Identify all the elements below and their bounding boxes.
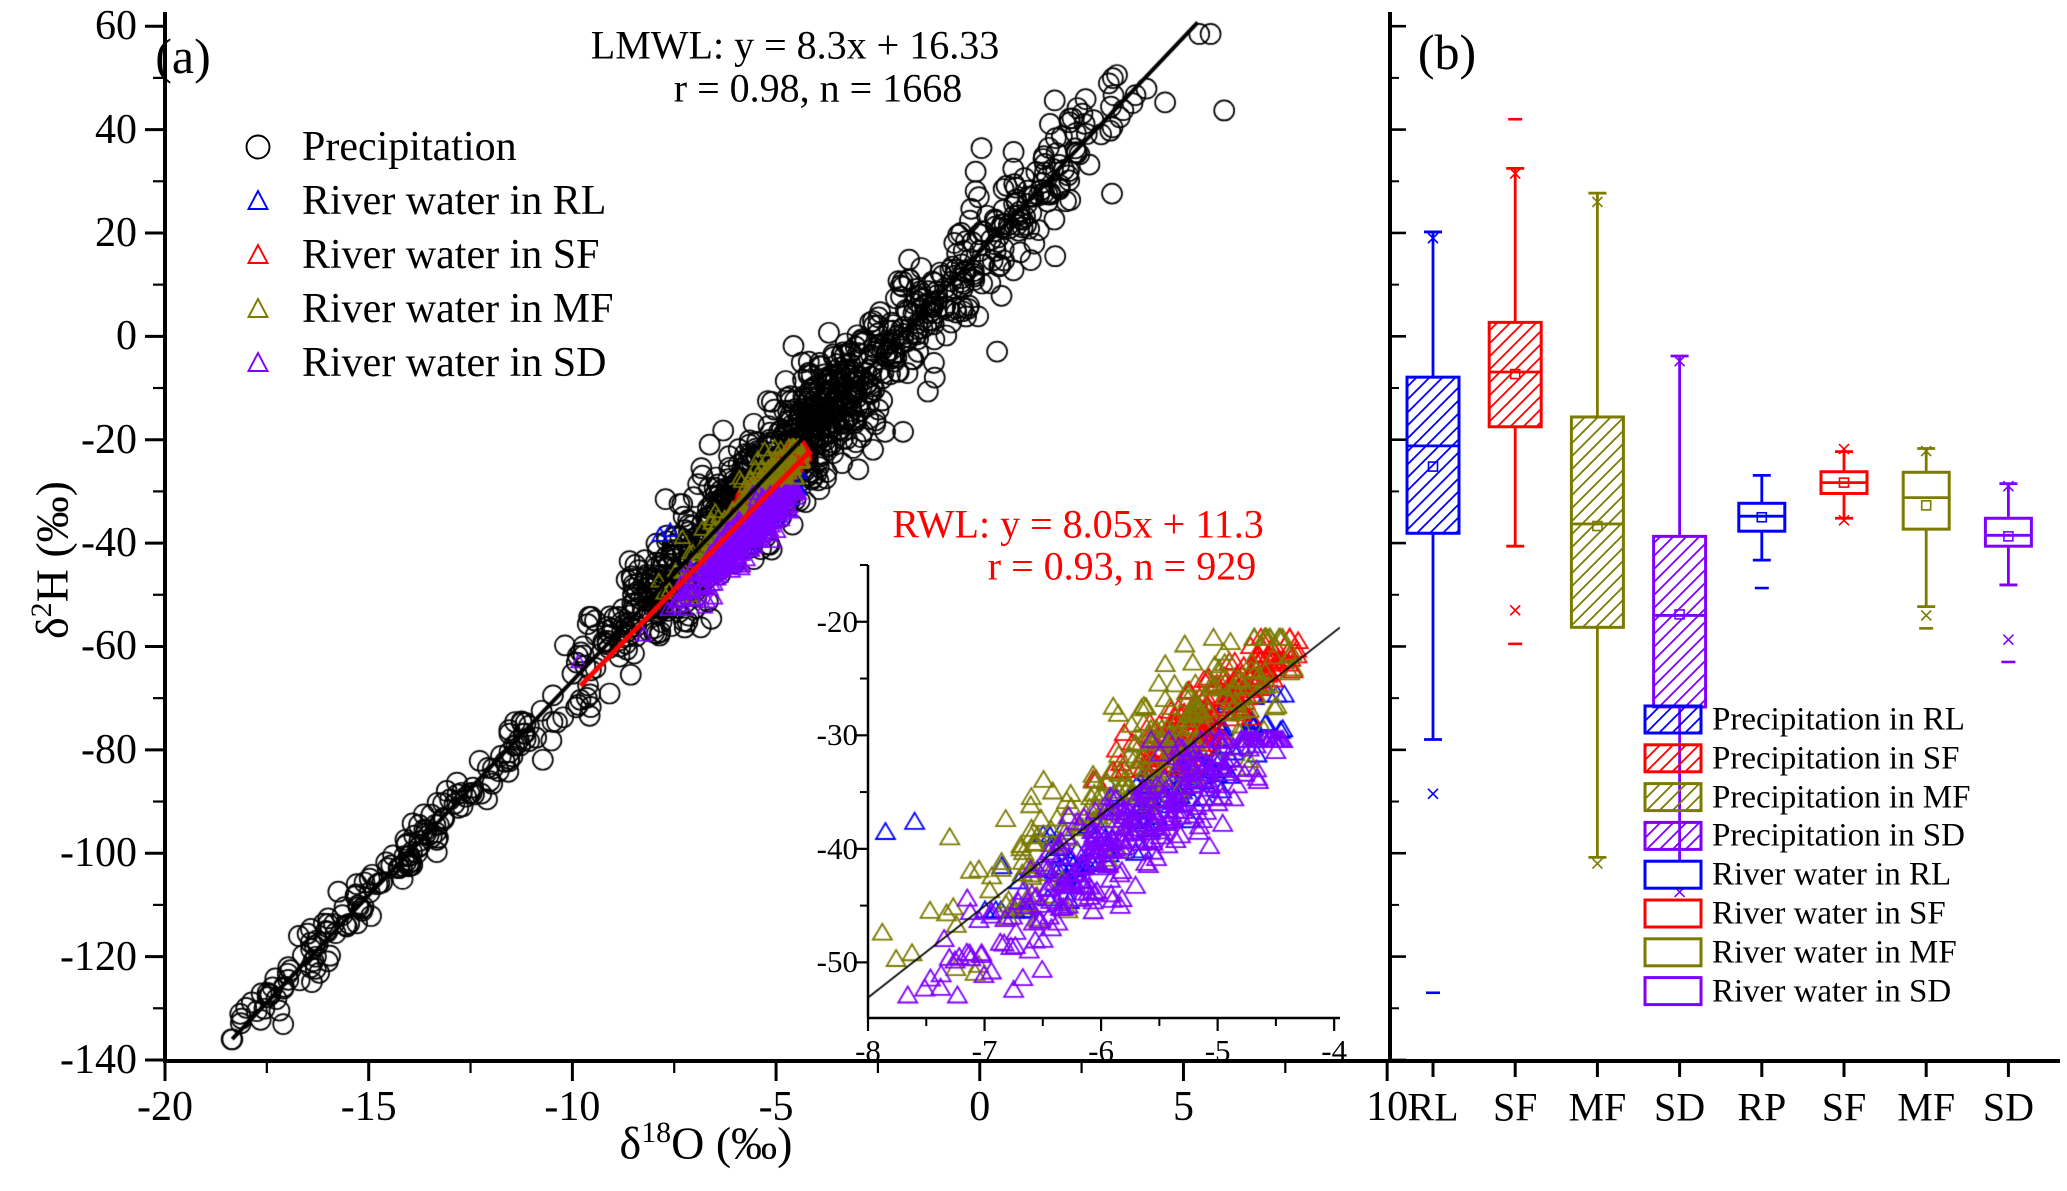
legend-b-swatch-icon [1643, 743, 1703, 774]
a-y-tick-label: 20 [95, 209, 137, 256]
a-y-tick-label: 0 [116, 313, 137, 360]
boxplot-river-SF [1819, 443, 1869, 526]
inset-y-tick-label: -30 [816, 717, 858, 753]
boxplot-precip-SF [1487, 117, 1543, 646]
a-y-tick-label: 60 [95, 3, 137, 50]
a-x-tick-label: 0 [969, 1084, 991, 1130]
legend-a-item-label: Precipitation [302, 124, 517, 170]
a-y-tick-label: -120 [60, 933, 137, 980]
legend-a-item-label: River water in RL [302, 178, 607, 224]
inset-x-tick-label: -5 [1204, 1033, 1231, 1068]
panel-b-axes [1388, 12, 2060, 1077]
legend-b-swatch-icon [1643, 898, 1703, 929]
legend-a-symbols [245, 134, 271, 372]
panel-b-label: (b) [1417, 24, 1477, 80]
a-x-tick-label: 5 [1172, 1084, 1194, 1130]
b-category-label: SD [1654, 1084, 1706, 1130]
legend-b-swatch-icon [1643, 704, 1703, 735]
legend-b-item-label: Precipitation in SF [1712, 740, 1960, 777]
boxplot-precip-SD [1652, 354, 1708, 898]
inset-x-tick-label: -7 [971, 1033, 998, 1068]
a-y-tick-label: 40 [95, 106, 137, 153]
a-x-tick-label: -10 [544, 1084, 601, 1130]
legend-b-item-label: Precipitation in RL [1712, 701, 1965, 738]
x-axis-title-rest: O (‰) [671, 1117, 793, 1169]
lmwl-stats: r = 0.98, n = 1668 [673, 65, 963, 111]
a-x-tick-label: 10 [1366, 1084, 1409, 1130]
boxplot-river-RP [1737, 473, 1787, 590]
a-x-tick-label: -20 [137, 1084, 193, 1130]
legend-b-swatch-icon [1643, 937, 1703, 968]
triangle-marker-icon [246, 188, 270, 210]
inset-x-tick-label: -4 [1321, 1033, 1348, 1068]
inset-y-tick-label: -50 [816, 944, 858, 980]
boxplot-precip-RL [1405, 230, 1461, 995]
panel-a-label: (a) [155, 28, 211, 84]
inset-x-tick-label: -8 [855, 1033, 881, 1068]
b-category-label: MF [1568, 1084, 1627, 1130]
y-axis-title-sup: 2 [25, 602, 59, 618]
legend-b-item-label: River water in SD [1712, 973, 1952, 1010]
y-axis-title-delta: δ [26, 617, 78, 639]
lmwl-equation: LMWL: y = 8.3x + 16.33 [590, 22, 1000, 68]
legend-b-swatch-icon [1643, 820, 1703, 851]
y-axis-title: δ2H (‰) [25, 481, 79, 639]
b-category-label: MF [1897, 1084, 1956, 1130]
triangle-marker-icon [246, 296, 270, 318]
boxplots [1405, 117, 2033, 995]
legend-b-item-label: Precipitation in MF [1712, 779, 1971, 816]
legend-b-swatch-icon [1643, 782, 1703, 813]
a-y-tick-label: -20 [81, 416, 137, 463]
legend-b-item-label: River water in MF [1712, 934, 1957, 971]
legend-b-swatches [1643, 704, 1703, 1007]
panel-a-axes [145, 12, 1390, 1081]
legend-a-item-label: River water in MF [302, 286, 614, 332]
a-y-tick-label: -80 [81, 726, 137, 773]
inset-axes [854, 564, 1340, 1031]
a-y-tick-label: -140 [60, 1036, 137, 1083]
b-category-label: SF [1821, 1084, 1867, 1130]
boxplot-river-MF [1901, 445, 1951, 630]
legend-b-item-label: River water in SF [1712, 895, 1946, 932]
legend-a-item-label: River water in SD [302, 340, 607, 386]
a-y-tick-label: -100 [60, 830, 137, 877]
a-x-tick-label: -15 [340, 1084, 397, 1130]
a-y-tick-label: -40 [81, 520, 137, 567]
rwl-stats: r = 0.93, n = 929 [987, 543, 1257, 589]
a-x-tick-label: -5 [758, 1084, 794, 1130]
legend-b-swatch-icon [1643, 859, 1703, 890]
b-category-label: SF [1492, 1084, 1538, 1130]
boxplot-precip-MF [1569, 191, 1625, 870]
boxplot-river-SD [1983, 480, 2033, 664]
circle-marker-icon [245, 134, 271, 160]
legend-b-item-label: Precipitation in SD [1712, 817, 1965, 854]
x-axis-title-delta: δ [619, 1117, 642, 1169]
inset-y-tick-label: -20 [816, 603, 858, 639]
legend-a-item-label: River water in SF [302, 232, 600, 278]
x-axis-title-sup: 18 [641, 1116, 672, 1150]
legend-b-swatch-icon [1643, 976, 1703, 1007]
inset-y-tick-label: -40 [816, 830, 858, 866]
inset-x-tick-label: -6 [1088, 1033, 1114, 1068]
b-category-label: RL [1407, 1084, 1459, 1130]
rwl-equation: RWL: y = 8.05x + 11.3 [892, 501, 1264, 547]
y-axis-title-rest: H (‰) [26, 481, 78, 603]
b-category-label: SD [1982, 1084, 2034, 1130]
legend-b-item-label: River water in RL [1712, 856, 1952, 893]
triangle-marker-icon [246, 242, 270, 264]
triangle-marker-icon [246, 350, 270, 372]
b-category-label: RP [1737, 1084, 1787, 1130]
a-y-tick-label: -60 [81, 623, 137, 670]
x-axis-title: δ18O (‰) [620, 1117, 793, 1170]
